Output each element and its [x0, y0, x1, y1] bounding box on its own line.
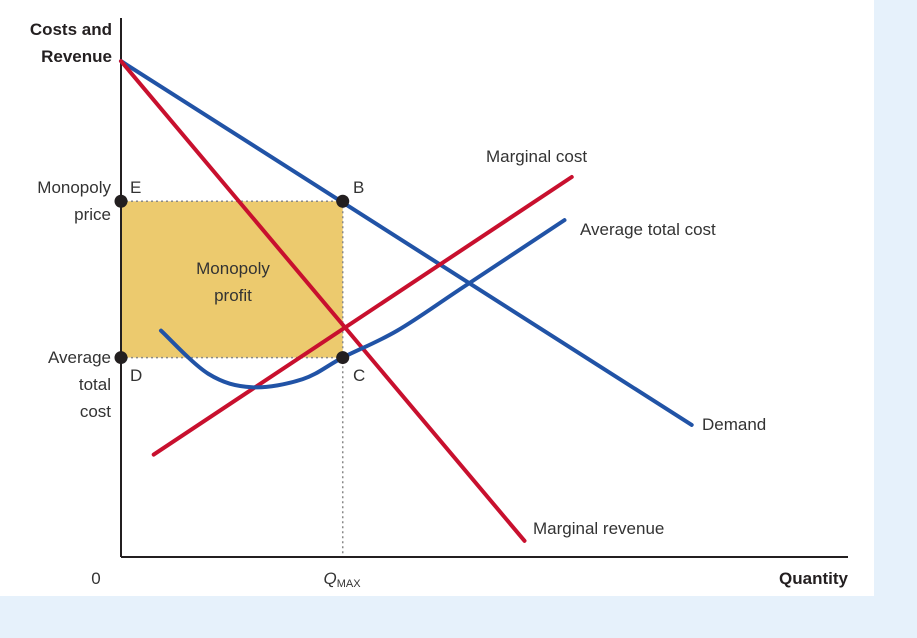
- atc-label-line2: total: [79, 375, 111, 394]
- point-d-marker: [114, 351, 128, 365]
- origin-label: 0: [91, 569, 100, 588]
- average-total-cost-curve: [158, 218, 567, 390]
- atc-label-line3: cost: [80, 402, 111, 421]
- point-e-marker: [114, 194, 128, 208]
- point-label-d: D: [130, 366, 142, 385]
- demand-curve: [119, 59, 694, 427]
- point-c-marker: [336, 351, 350, 365]
- point-label-e: E: [130, 178, 141, 197]
- marginal-cost-curve: [151, 175, 574, 457]
- monopoly-profit-region: [121, 201, 343, 358]
- point-b-marker: [336, 194, 350, 208]
- y-axis-title-line2: Revenue: [41, 47, 112, 66]
- marginal-revenue-label: Marginal revenue: [533, 519, 664, 538]
- marginal-cost-label: Marginal cost: [486, 147, 587, 166]
- qmax-label: QMAX: [323, 569, 361, 590]
- monopoly-price-label-line2: price: [74, 205, 111, 224]
- marginal-revenue-curve: [119, 59, 527, 543]
- profit-label-line1: Monopoly: [196, 259, 270, 278]
- point-label-c: C: [353, 366, 365, 385]
- y-axis-title-line1: Costs and: [30, 20, 112, 39]
- point-label-b: B: [353, 178, 364, 197]
- demand-label: Demand: [702, 415, 766, 434]
- atc-label-line1: Average: [48, 348, 111, 367]
- average-total-cost-label: Average total cost: [580, 220, 716, 239]
- x-axis-title: Quantity: [779, 569, 848, 588]
- monopoly-price-label-line1: Monopoly: [37, 178, 111, 197]
- profit-label-line2: profit: [214, 286, 252, 305]
- figure-panel: Costs and Revenue Quantity 0 Monopoly pr…: [0, 0, 874, 596]
- monopoly-profit-chart: Costs and Revenue Quantity 0 Monopoly pr…: [30, 18, 849, 590]
